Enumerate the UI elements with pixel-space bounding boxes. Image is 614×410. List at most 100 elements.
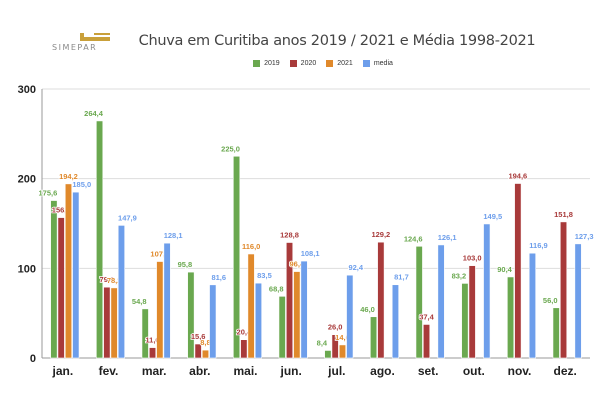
bar-2021-jul[interactable] [338, 344, 347, 359]
x-tick-label: out. [463, 364, 485, 378]
data-label: 147,9 [118, 213, 137, 222]
bar-2019-abr[interactable] [187, 271, 195, 359]
x-tick-label: fev. [99, 364, 119, 378]
bar-2020-ago[interactable] [377, 241, 385, 359]
bar-2019-nov[interactable] [506, 276, 515, 359]
data-label: 20,4 [237, 328, 252, 337]
bar-2019-jan[interactable] [50, 200, 58, 359]
bar-2020-abr[interactable] [194, 343, 202, 359]
legend-label: 2019 [264, 60, 280, 67]
legend: 2019 2020 2021 media [0, 60, 614, 67]
bar-2019-jul[interactable] [324, 350, 332, 359]
data-label: 46,0 [360, 305, 375, 314]
legend-item-media[interactable]: media [362, 60, 393, 67]
legend-item-2021[interactable]: 2021 [326, 60, 353, 67]
legend-item-2020[interactable]: 2020 [289, 60, 316, 67]
bar-media-fev[interactable] [117, 225, 125, 359]
bar-2020-nov[interactable] [514, 183, 522, 359]
x-tick-label: jan. [51, 364, 73, 378]
bar-2020-jun[interactable] [285, 242, 294, 359]
x-tick-label: dez. [553, 364, 576, 378]
bar-media-ago[interactable] [391, 284, 400, 359]
bar-media-abr[interactable] [209, 284, 217, 359]
bar-2021-jan[interactable] [64, 183, 73, 359]
y-tick-label: 200 [18, 174, 36, 186]
bar-media-nov[interactable] [528, 252, 537, 359]
bar-2019-ago[interactable] [369, 316, 378, 359]
bar-2020-mar[interactable] [148, 347, 157, 359]
y-tick-label: 0 [30, 353, 36, 365]
bar-2020-set[interactable] [422, 324, 431, 359]
data-label: 95,8 [178, 260, 193, 269]
data-label: 149,5 [483, 212, 502, 221]
bar-media-set[interactable] [437, 244, 445, 359]
simepar-logo: SIMEPAR [52, 33, 110, 52]
data-label: 264,4 [84, 109, 104, 118]
bar-media-mai[interactable] [254, 282, 262, 359]
bar-media-jun[interactable] [300, 260, 308, 359]
legend-swatch [253, 60, 261, 67]
bar-media-dez[interactable] [574, 243, 582, 359]
data-label: 8,4 [317, 338, 328, 347]
x-tick-label: set. [418, 364, 439, 378]
bar-media-jul[interactable] [346, 274, 354, 359]
data-label: 11,6 [145, 336, 159, 345]
legend-item-2019[interactable]: 2019 [253, 60, 280, 67]
x-tick-label: jul. [327, 364, 345, 378]
data-label: 107,6 [150, 250, 169, 259]
legend-swatch [289, 60, 297, 67]
bar-2020-fev[interactable] [103, 286, 111, 359]
data-label: 68,8 [269, 284, 284, 293]
bar-2020-out[interactable] [468, 265, 476, 359]
bar-media-out[interactable] [483, 223, 491, 359]
data-label: 83,5 [257, 271, 272, 280]
bar-2021-mai[interactable] [247, 253, 255, 359]
data-label: 81,6 [211, 273, 226, 282]
x-tick-label: ago. [370, 364, 395, 378]
bar-2021-abr[interactable] [201, 349, 210, 359]
bar-media-jan[interactable] [72, 191, 80, 359]
data-label: 90,4 [497, 265, 512, 274]
bar-2021-fev[interactable] [110, 287, 118, 359]
bar-2020-mai[interactable] [240, 339, 248, 359]
bar-2019-mai[interactable] [233, 155, 241, 359]
bar-2019-mar[interactable] [141, 308, 149, 359]
data-label: 108,1 [301, 249, 320, 258]
bar-2021-jun[interactable] [293, 271, 301, 359]
logo-text: SIMEPAR [52, 43, 97, 52]
data-label: 14,6 [335, 333, 350, 342]
x-tick-label: abr. [189, 364, 210, 378]
bar-2019-set[interactable] [415, 245, 423, 359]
bar-2019-fev[interactable] [96, 120, 104, 359]
data-label: 81,7 [394, 273, 409, 282]
data-label: 151,8 [554, 210, 573, 219]
data-label: 37,4 [419, 312, 434, 321]
bar-2021-mar[interactable] [156, 261, 164, 359]
data-label: 79,0 [100, 275, 115, 284]
data-label: 92,4 [348, 263, 363, 272]
data-label: 15,6 [191, 332, 206, 341]
y-tick-label: 300 [18, 84, 36, 96]
x-tick-label: mai. [233, 364, 257, 378]
bar-2020-jan[interactable] [57, 217, 65, 359]
data-label: 128,1 [164, 231, 183, 240]
data-label: 156,6 [52, 206, 71, 215]
bar-2020-jul[interactable] [331, 334, 339, 359]
data-label: 194,2 [59, 172, 78, 181]
data-label: 83,2 [452, 271, 467, 280]
bar-2020-dez[interactable] [559, 221, 568, 359]
data-label: 116,9 [529, 241, 547, 250]
bar-media-mar[interactable] [163, 242, 171, 359]
data-label: 116,0 [242, 242, 260, 251]
data-label: 194,6 [508, 172, 527, 181]
legend-label: 2021 [337, 60, 353, 67]
bar-2019-jun[interactable] [278, 296, 286, 359]
bar-2019-dez[interactable] [552, 307, 560, 359]
data-label: 8,8 [200, 338, 210, 347]
data-label: 56,0 [543, 296, 558, 305]
data-label: 128,8 [280, 231, 299, 240]
data-label: 129,2 [371, 230, 390, 239]
data-label: 26,0 [328, 323, 343, 332]
bar-2019-out[interactable] [461, 283, 469, 359]
